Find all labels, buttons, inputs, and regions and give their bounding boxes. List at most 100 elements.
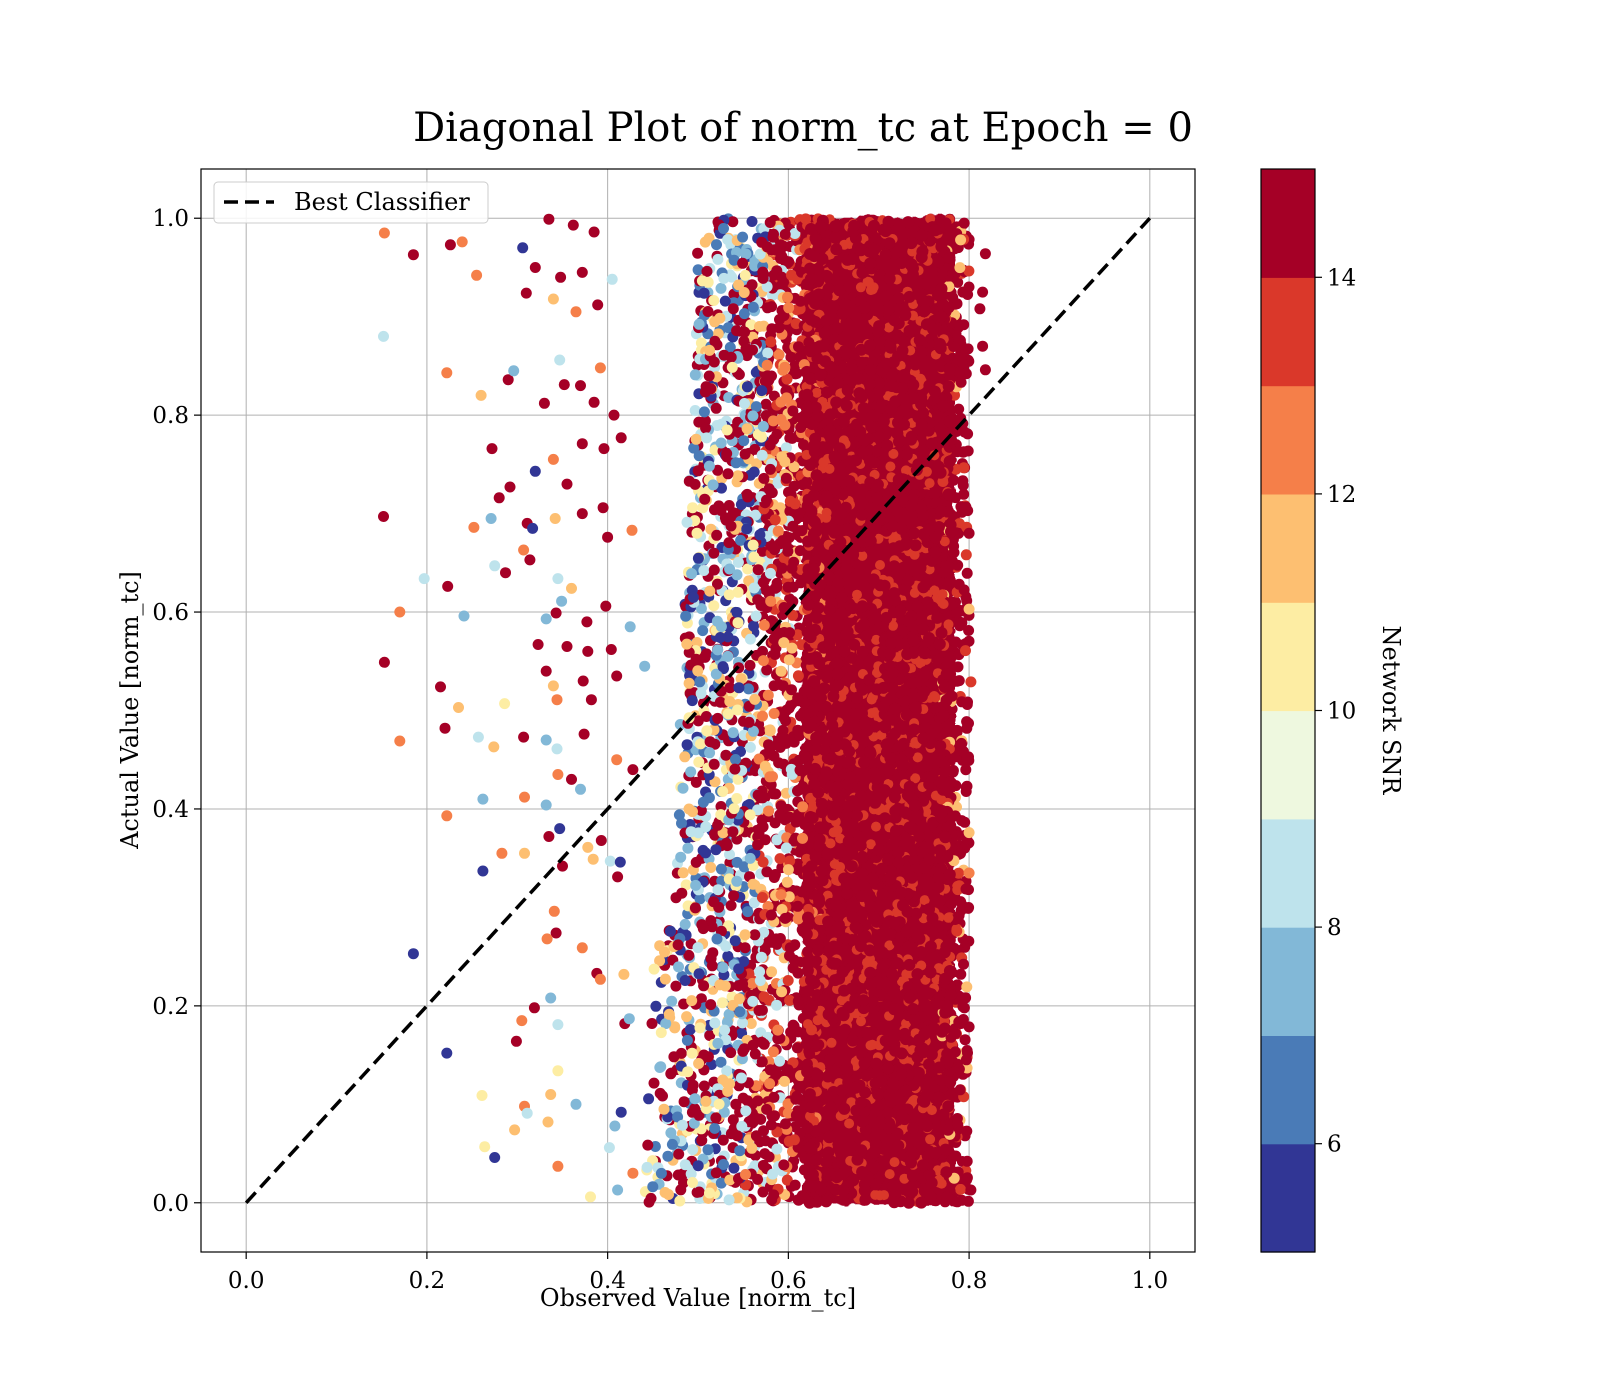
dense-point xyxy=(792,670,804,682)
dense-point xyxy=(801,388,814,401)
dense-point xyxy=(802,911,814,924)
dense-point xyxy=(885,966,898,979)
dense-point xyxy=(763,1151,775,1163)
dense-point xyxy=(762,370,773,382)
dense-point xyxy=(722,950,734,962)
dense-point xyxy=(961,722,973,734)
dense-point xyxy=(824,1053,836,1066)
dense-point xyxy=(708,600,720,612)
dense-point xyxy=(915,946,928,958)
dense-point xyxy=(697,502,709,514)
dense-point xyxy=(804,459,817,471)
dense-point xyxy=(953,403,965,415)
dense-point xyxy=(955,737,967,749)
dense-point xyxy=(957,1014,969,1025)
dense-point xyxy=(960,645,971,657)
dense-point xyxy=(757,1186,769,1198)
dense-point xyxy=(805,974,817,987)
dense-point xyxy=(860,630,873,643)
dense-point xyxy=(814,369,827,382)
dense-point xyxy=(876,888,889,901)
dense-point xyxy=(879,721,892,734)
dense-point xyxy=(815,797,828,810)
dense-point xyxy=(917,623,930,636)
dense-point xyxy=(766,966,778,978)
dense-point xyxy=(863,673,876,686)
dense-point xyxy=(933,638,946,650)
dense-point xyxy=(739,929,751,941)
dense-point xyxy=(835,607,848,620)
dense-point xyxy=(879,225,892,238)
dense-point xyxy=(775,810,787,822)
dense-point xyxy=(735,1072,747,1084)
dense-point xyxy=(771,1068,783,1080)
dense-point xyxy=(881,738,894,750)
dense-point xyxy=(728,254,740,266)
dense-point xyxy=(729,935,741,947)
dense-point xyxy=(804,631,817,644)
dense-point xyxy=(737,1045,749,1057)
dense-point xyxy=(961,567,973,579)
dense-point xyxy=(929,546,942,559)
dense-point xyxy=(814,915,825,926)
dense-point xyxy=(734,1006,746,1018)
dense-point xyxy=(873,844,886,857)
dense-point xyxy=(808,533,820,546)
dense-point xyxy=(731,875,743,887)
dense-point xyxy=(913,830,926,843)
dense-point xyxy=(811,955,822,967)
dense-point xyxy=(750,610,762,622)
dense-point xyxy=(828,450,841,463)
dense-point xyxy=(780,1118,791,1130)
dense-point xyxy=(832,679,845,692)
dense-point xyxy=(933,844,946,857)
dense-point xyxy=(937,1108,950,1121)
dense-point xyxy=(679,751,691,763)
dense-point xyxy=(768,680,780,692)
dense-point xyxy=(789,228,801,239)
dense-point xyxy=(935,806,948,819)
dense-point xyxy=(894,740,906,753)
dense-point xyxy=(657,1090,668,1102)
dense-point xyxy=(775,889,787,901)
dense-point xyxy=(710,402,722,414)
dense-point xyxy=(757,792,769,804)
dense-point xyxy=(928,1022,940,1035)
dense-point xyxy=(693,756,705,768)
dense-point xyxy=(767,771,778,783)
dense-point xyxy=(912,752,923,763)
dense-point xyxy=(710,668,722,680)
dense-point xyxy=(844,1118,855,1129)
dense-point xyxy=(901,905,914,918)
dense-point xyxy=(924,478,935,489)
dense-point xyxy=(686,568,698,580)
dense-point xyxy=(725,1047,737,1059)
dense-point xyxy=(747,1039,759,1051)
dense-point xyxy=(819,355,832,368)
dense-point xyxy=(846,1097,857,1108)
dense-point xyxy=(951,925,963,937)
dense-point xyxy=(782,545,794,557)
dense-point xyxy=(892,856,905,869)
dense-point xyxy=(665,1067,677,1079)
dense-point xyxy=(907,634,920,647)
dense-point xyxy=(953,867,965,879)
dense-point xyxy=(752,429,764,440)
dense-point xyxy=(887,356,900,369)
dense-point xyxy=(903,958,916,971)
dense-point xyxy=(938,1022,951,1035)
dense-point xyxy=(784,495,796,507)
dense-point xyxy=(802,985,815,997)
dense-point xyxy=(956,815,968,827)
dense-point xyxy=(725,900,737,911)
dense-point xyxy=(805,1101,818,1114)
dense-point xyxy=(919,895,930,906)
dense-point xyxy=(818,457,829,468)
dense-point xyxy=(722,234,734,246)
dense-point xyxy=(735,499,747,510)
dense-point xyxy=(754,529,766,541)
dense-point xyxy=(823,637,836,650)
dense-point xyxy=(801,1121,814,1134)
dense-point xyxy=(896,344,909,357)
dense-point xyxy=(830,899,842,912)
